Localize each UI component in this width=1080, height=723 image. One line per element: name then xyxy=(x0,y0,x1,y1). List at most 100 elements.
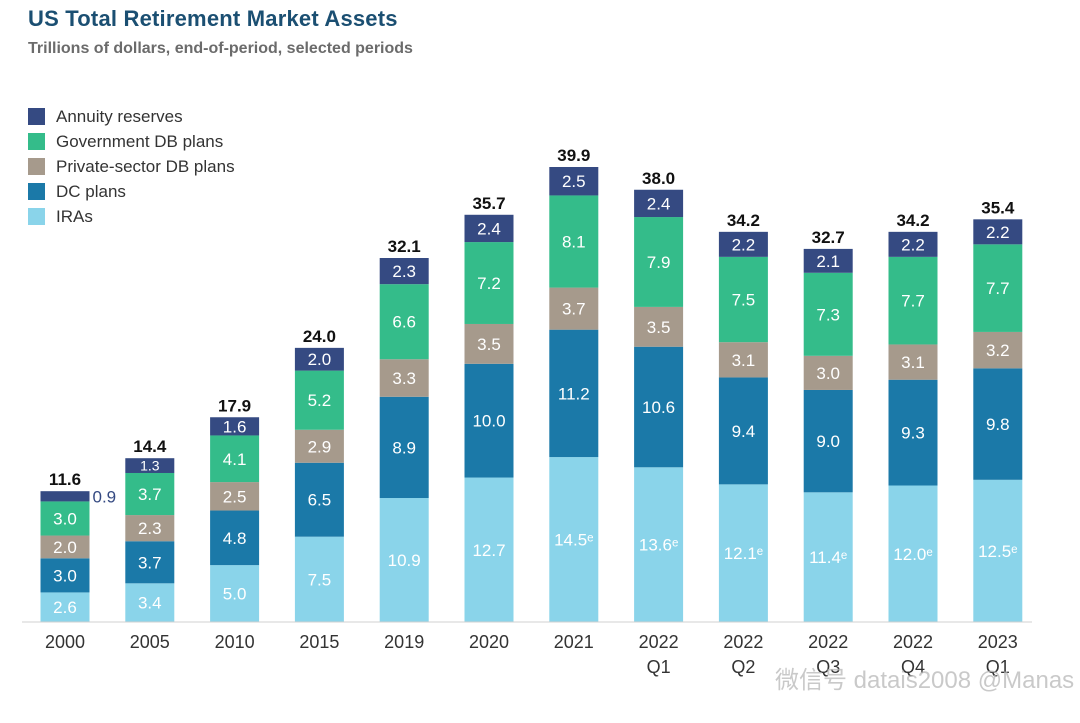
bar-group-2022-q2: 12.1ᵉ9.43.17.52.234.2 xyxy=(719,211,768,622)
data-label-annuity-reserves: 2.4 xyxy=(647,194,671,213)
total-label: 35.7 xyxy=(472,194,505,213)
data-label-iras: 5.0 xyxy=(223,585,247,604)
data-label-government-db-plans: 7.5 xyxy=(732,291,756,310)
watermark: 微信号 datais2008 @Manas xyxy=(775,660,1074,695)
data-label-government-db-plans: 3.0 xyxy=(53,509,77,528)
data-label-iras: 12.7 xyxy=(472,541,505,560)
data-label-dc-plans: 10.0 xyxy=(472,412,505,431)
chart-bars: 2.6 3.0 2.0 3.0 0.9 11.6 3.4 3.7 2.3 3.7 1.3 14.4 5.… xyxy=(41,146,1023,622)
data-label-dc-plans: 8.9 xyxy=(392,438,416,457)
data-label-annuity-reserves: 0.9 xyxy=(93,487,117,506)
legend-label: Government DB plans xyxy=(56,132,223,151)
data-label-dc-plans: 11.2 xyxy=(558,384,590,403)
data-label-government-db-plans: 7.3 xyxy=(816,305,840,324)
legend-swatch xyxy=(28,158,45,175)
data-label-annuity-reserves: 2.2 xyxy=(901,235,925,254)
data-label-iras: 13.6ᵉ xyxy=(639,536,678,555)
data-label-iras: 7.5 xyxy=(308,570,332,589)
data-label-government-db-plans: 7.9 xyxy=(647,253,671,272)
x-tick-label: 2000 xyxy=(45,632,85,652)
data-label-private-sector-db-plans: 3.1 xyxy=(732,351,756,370)
bar-group-2022-q4: 12.0ᵉ 9.3 3.1 7.7 2.2 34.2 xyxy=(889,211,938,622)
legend-item-private-sector-db-plans: Private-sector DB plans xyxy=(28,157,235,176)
data-label-government-db-plans: 7.7 xyxy=(901,292,925,311)
total-label: 38.0 xyxy=(642,169,675,188)
data-label-private-sector-db-plans: 2.3 xyxy=(138,519,162,538)
legend-label: Annuity reserves xyxy=(56,107,183,126)
data-label-iras: 12.0ᵉ xyxy=(893,545,932,564)
legend-swatch xyxy=(28,183,45,200)
total-label: 24.0 xyxy=(303,327,336,346)
data-label-annuity-reserves: 2.5 xyxy=(562,172,586,191)
legend-swatch xyxy=(28,108,45,125)
data-label-annuity-reserves: 2.3 xyxy=(392,262,416,281)
total-label: 14.4 xyxy=(133,437,167,456)
x-tick-label: 2022 xyxy=(723,632,763,652)
x-tick-label: 2015 xyxy=(299,632,339,652)
legend-item-government-db-plans: Government DB plans xyxy=(28,132,223,151)
legend-swatch xyxy=(28,133,45,150)
bar-group-2019: 10.9 8.9 3.3 6.6 2.3 32.1 xyxy=(380,237,429,622)
x-tick-label: 2005 xyxy=(130,632,170,652)
data-label-iras: 10.9 xyxy=(388,551,421,570)
data-label-private-sector-db-plans: 3.7 xyxy=(562,300,586,319)
data-label-dc-plans: 3.7 xyxy=(138,553,162,572)
data-label-annuity-reserves: 2.2 xyxy=(986,223,1010,242)
bar-group-2010: 5.04.82.54.11.617.9 xyxy=(210,396,259,622)
total-label: 11.6 xyxy=(49,470,81,489)
stacked-bar-chart: Annuity reserves Government DB plans Priva… xyxy=(0,0,1080,723)
data-label-private-sector-db-plans: 3.2 xyxy=(986,341,1010,360)
data-label-dc-plans: 9.8 xyxy=(986,415,1010,434)
data-label-government-db-plans: 7.2 xyxy=(477,274,501,293)
data-label-government-db-plans: 6.6 xyxy=(392,313,416,332)
legend-item-iras: IRAs xyxy=(28,207,93,226)
data-label-iras: 14.5ᵉ xyxy=(554,531,593,550)
data-label-government-db-plans: 3.7 xyxy=(138,485,162,504)
data-label-private-sector-db-plans: 2.0 xyxy=(53,538,77,557)
data-label-private-sector-db-plans: 2.9 xyxy=(308,437,332,456)
x-tick-label: 2023 xyxy=(978,632,1018,652)
legend-label: Private-sector DB plans xyxy=(56,157,235,176)
data-label-government-db-plans: 7.7 xyxy=(986,279,1010,298)
data-label-iras: 3.4 xyxy=(138,594,162,613)
data-label-dc-plans: 10.6 xyxy=(642,398,675,417)
x-tick-label: 2010 xyxy=(215,632,255,652)
data-label-annuity-reserves: 1.3 xyxy=(140,458,160,474)
total-label: 32.1 xyxy=(388,237,421,256)
data-label-private-sector-db-plans: 3.0 xyxy=(816,364,840,383)
chart-legend: Annuity reserves Government DB plans Priva… xyxy=(28,107,235,226)
data-label-private-sector-db-plans: 3.5 xyxy=(647,318,671,337)
total-label: 32.7 xyxy=(812,228,845,247)
total-label: 39.9 xyxy=(557,146,590,165)
total-label: 35.4 xyxy=(981,198,1015,217)
x-tick-label: 2022 xyxy=(639,632,679,652)
legend-swatch xyxy=(28,208,45,225)
x-tick-label: 2020 xyxy=(469,632,509,652)
x-tick-label: 2022 xyxy=(808,632,848,652)
data-label-dc-plans: 9.4 xyxy=(732,422,756,441)
data-label-annuity-reserves: 2.0 xyxy=(308,350,332,369)
x-tick-label: 2019 xyxy=(384,632,424,652)
bar-group-2020: 12.710.03.57.22.435.7 xyxy=(465,194,514,622)
data-label-dc-plans: 3.0 xyxy=(53,566,77,585)
data-label-government-db-plans: 5.2 xyxy=(308,391,332,410)
total-label: 34.2 xyxy=(896,211,929,230)
data-label-government-db-plans: 8.1 xyxy=(562,233,586,252)
data-label-dc-plans: 9.0 xyxy=(816,432,840,451)
data-label-private-sector-db-plans: 3.1 xyxy=(901,353,925,372)
data-label-dc-plans: 9.3 xyxy=(901,424,925,443)
bar-group-2022-q3: 11.4ᵉ 9.0 3.0 7.3 2.1 32.7 xyxy=(804,228,853,622)
x-tick-label: Q1 xyxy=(647,657,671,677)
legend-item-annuity-reserves: Annuity reserves xyxy=(28,107,183,126)
data-label-annuity-reserves: 2.1 xyxy=(816,252,840,271)
data-label-private-sector-db-plans: 3.5 xyxy=(477,335,501,354)
data-label-private-sector-db-plans: 3.3 xyxy=(392,369,416,388)
legend-label: IRAs xyxy=(56,207,93,226)
bar-group-2022-q1: 13.6ᵉ 10.6 3.5 7.9 2.4 38.0 xyxy=(634,169,683,622)
legend-label: DC plans xyxy=(56,182,126,201)
bar-group-2005: 3.4 3.7 2.3 3.7 1.3 14.4 xyxy=(125,437,174,622)
data-label-annuity-reserves: 1.6 xyxy=(223,417,247,436)
data-label-iras: 2.6 xyxy=(53,598,77,617)
bar-group-2015: 7.5 6.5 2.9 5.2 2.0 24.0 xyxy=(295,327,344,622)
x-tick-label: 2022 xyxy=(893,632,933,652)
